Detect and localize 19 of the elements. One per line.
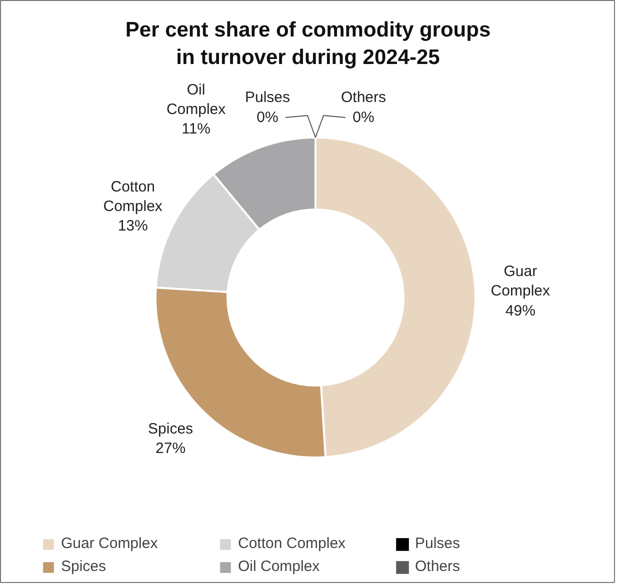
data-label: 27% xyxy=(156,440,186,458)
text: 0% xyxy=(352,108,374,126)
legend-label: Others xyxy=(415,558,462,575)
data-label: 11% xyxy=(182,120,211,138)
chart-title: Per cent share of commodity groups in turnover during 2024-25 xyxy=(125,18,491,70)
legend-label: Cotton Complex xyxy=(238,535,347,552)
legend-label: Oil Complex xyxy=(238,558,321,575)
data-label: 49% xyxy=(505,302,536,320)
text: 0% xyxy=(256,108,278,126)
data-label: 13% xyxy=(118,218,148,235)
slice-label: Spices xyxy=(148,420,194,438)
slice-label: Cotton Complex xyxy=(103,178,163,216)
legend-label: Guar Complex xyxy=(61,535,159,552)
slice-label: Oil Complex xyxy=(166,81,226,118)
slice-label: Guar Complex xyxy=(490,263,550,300)
legend-label: Pulses xyxy=(415,535,462,552)
category-label: Others xyxy=(340,89,386,106)
category-label: Pulses xyxy=(244,89,290,106)
legend-label: Spices xyxy=(61,558,108,575)
